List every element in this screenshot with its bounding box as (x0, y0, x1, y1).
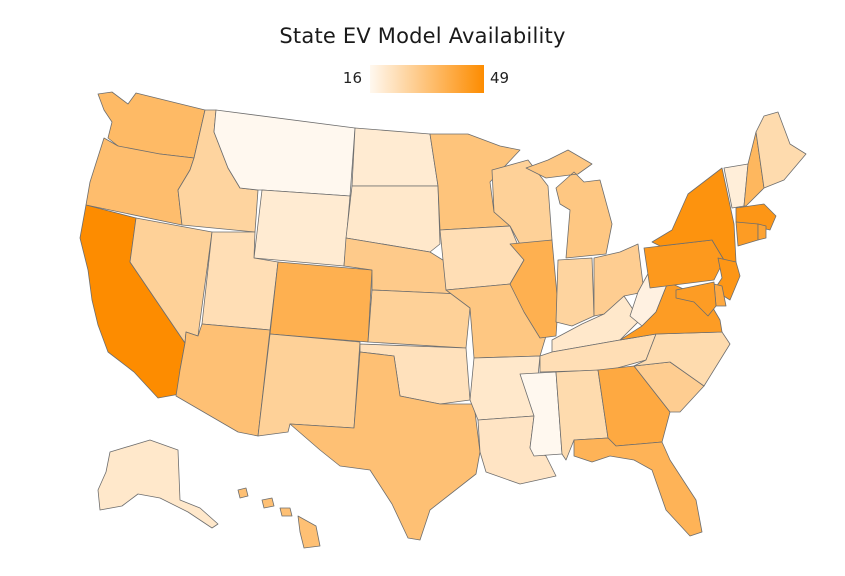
legend-color-bar (370, 65, 484, 93)
state-ri[interactable] (757, 223, 767, 241)
state-md[interactable] (675, 281, 717, 317)
state-mn[interactable] (429, 133, 521, 231)
state-co[interactable] (269, 261, 373, 343)
state-ak[interactable] (97, 439, 219, 529)
state-mt[interactable] (213, 109, 356, 197)
state-oh[interactable] (593, 243, 645, 317)
state-tx[interactable] (289, 351, 481, 541)
state-ks[interactable] (367, 289, 471, 349)
state-in[interactable] (555, 257, 595, 327)
state-pa[interactable] (643, 239, 725, 289)
state-nd[interactable] (351, 127, 439, 187)
chart-title: State EV Model Availability (279, 24, 566, 48)
state-il[interactable] (509, 239, 559, 339)
state-nc[interactable] (633, 331, 731, 387)
legend-max-label: 49 (490, 69, 510, 87)
state-hi[interactable] (237, 487, 321, 549)
legend-min-label: 16 (342, 69, 362, 87)
state-fl[interactable] (573, 437, 703, 537)
state-sd[interactable] (345, 185, 441, 253)
state-ct[interactable] (735, 221, 759, 247)
state-nh[interactable] (743, 131, 765, 207)
state-az[interactable] (175, 323, 271, 437)
state-nm[interactable] (257, 333, 361, 437)
state-me[interactable] (755, 111, 807, 189)
state-ia[interactable] (439, 225, 525, 291)
state-mi[interactable] (525, 149, 613, 259)
state-wy[interactable] (253, 189, 351, 267)
state-ny[interactable] (651, 167, 737, 263)
